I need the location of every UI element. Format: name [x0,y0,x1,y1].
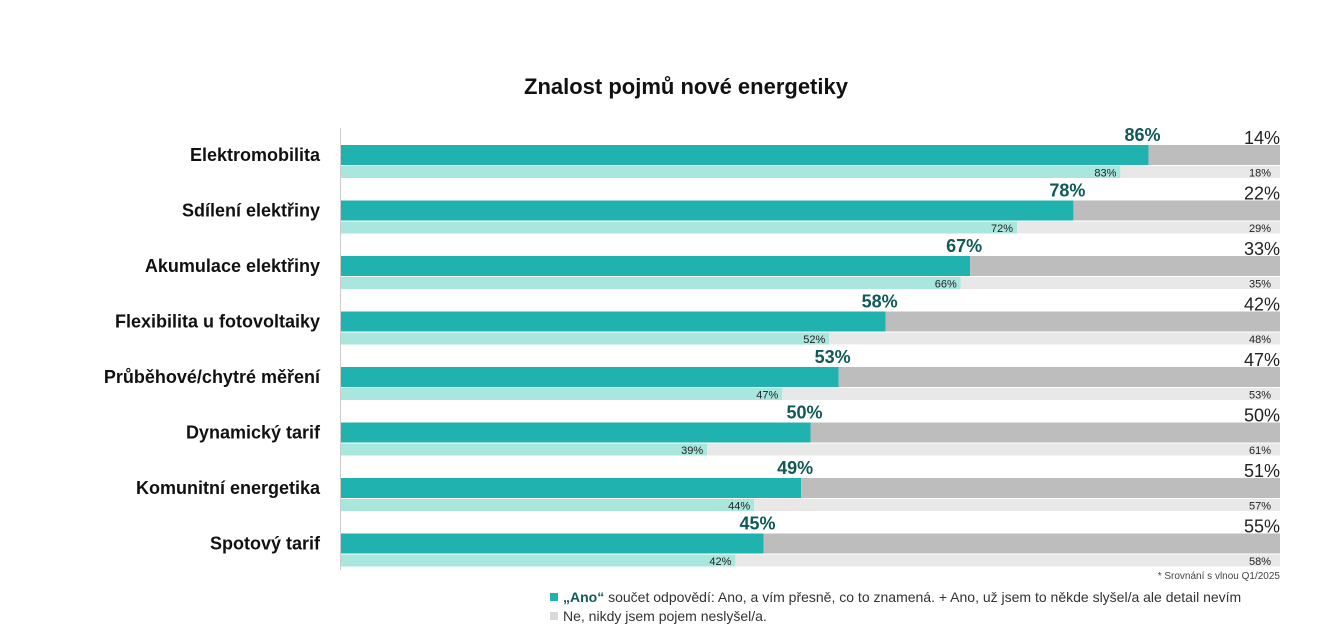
bar-previous-yes [341,166,1121,178]
bar-current-no [970,256,1280,276]
data-label-previous-no: 29% [1249,223,1271,235]
bar-previous-no [782,388,1280,400]
category-label: Sdílení elektřiny [182,201,320,221]
data-label-current-yes: 58% [862,292,898,312]
bar-current-no [1148,145,1280,165]
data-label-previous-yes: 83% [1094,168,1116,180]
bar-previous-no [829,332,1280,345]
legend-swatch-yes [550,593,558,601]
data-label-previous-yes: 42% [709,556,731,568]
legend-yes-text: součet odpovědí: Ano, a vím přesně, co t… [604,589,1242,605]
data-label-previous-no: 18% [1249,168,1271,180]
bar-current-yes [341,422,811,443]
data-label-current-yes: 50% [786,403,822,423]
bar-current-no [885,311,1280,332]
data-label-previous-yes: 39% [681,445,703,457]
category-label: Průběhové/chytré měření [104,367,321,387]
chart-title: Znalost pojmů nové energetiky [524,74,848,99]
bar-previous-yes [341,277,961,289]
data-label-previous-no: 53% [1249,390,1271,402]
data-label-previous-no: 35% [1249,279,1271,291]
legend-yes-bold: „Ano“ [563,589,605,605]
data-label-previous-yes: 72% [991,223,1013,235]
bar-current-yes [341,533,764,554]
data-label-previous-yes: 44% [728,501,750,513]
data-label-current-no: 50% [1244,406,1280,426]
footnote: * Srovnání s vlnou Q1/2025 [1157,571,1280,582]
bar-previous-no [735,554,1280,567]
data-label-current-no: 14% [1244,128,1280,148]
legend-no-text: Ne, nikdy jsem pojem neslyšel/a. [563,608,767,624]
legend-item-no: Ne, nikdy jsem pojem neslyšel/a. [550,608,767,624]
category-label: Spotový tarif [210,534,321,554]
category-label: Akumulace elektřiny [145,256,320,276]
bar-current-yes [341,478,802,498]
data-label-current-no: 22% [1244,184,1280,204]
category-label: Dynamický tarif [186,423,321,443]
bar-current-no [838,367,1280,387]
data-label-previous-yes: 52% [803,334,825,346]
category-label: Komunitní energetika [136,478,321,498]
bar-previous-yes [341,388,783,400]
category-label: Elektromobilita [190,145,321,165]
data-label-current-yes: 53% [815,347,851,367]
bar-current-yes [341,256,971,276]
bar-previous-yes [341,443,708,456]
bar-current-no [801,478,1280,498]
data-label-previous-no: 48% [1249,334,1271,346]
data-label-previous-no: 58% [1249,556,1271,568]
data-label-current-yes: 78% [1049,181,1085,201]
data-label-current-no: 51% [1244,461,1280,481]
bar-current-yes [341,145,1149,165]
data-label-current-no: 33% [1244,239,1280,259]
bar-previous-yes [341,554,736,567]
bar-previous-no [1120,166,1280,178]
bar-previous-yes [341,332,830,345]
bar-current-yes [341,367,839,387]
bar-current-no [1073,200,1280,221]
data-label-current-yes: 49% [777,458,813,478]
data-label-previous-no: 57% [1249,501,1271,513]
category-label: Flexibilita u fotovoltaiky [115,312,320,332]
data-label-current-no: 47% [1244,350,1280,370]
bar-previous-yes [341,221,1018,234]
bar-previous-no [960,277,1280,289]
bar-previous-no [754,499,1280,511]
bar-previous-no [707,443,1280,456]
bar-current-no [763,533,1280,554]
data-label-current-yes: 86% [1125,125,1161,145]
bar-current-yes [341,311,886,332]
bar-current-yes [341,200,1074,221]
data-label-current-no: 42% [1244,295,1280,315]
legend-swatch-no [550,612,558,620]
data-label-previous-yes: 47% [756,390,778,402]
legend-item-yes: „Ano“ součet odpovědí: Ano, a vím přesně… [550,589,1241,605]
data-label-current-no: 55% [1244,517,1280,537]
bar-current-no [810,422,1280,443]
bar-previous-yes [341,499,755,511]
data-label-previous-yes: 66% [935,279,957,291]
data-label-current-yes: 45% [740,514,776,534]
bar-previous-no [1017,221,1280,234]
data-label-previous-no: 61% [1249,445,1271,457]
data-label-current-yes: 67% [946,236,982,256]
